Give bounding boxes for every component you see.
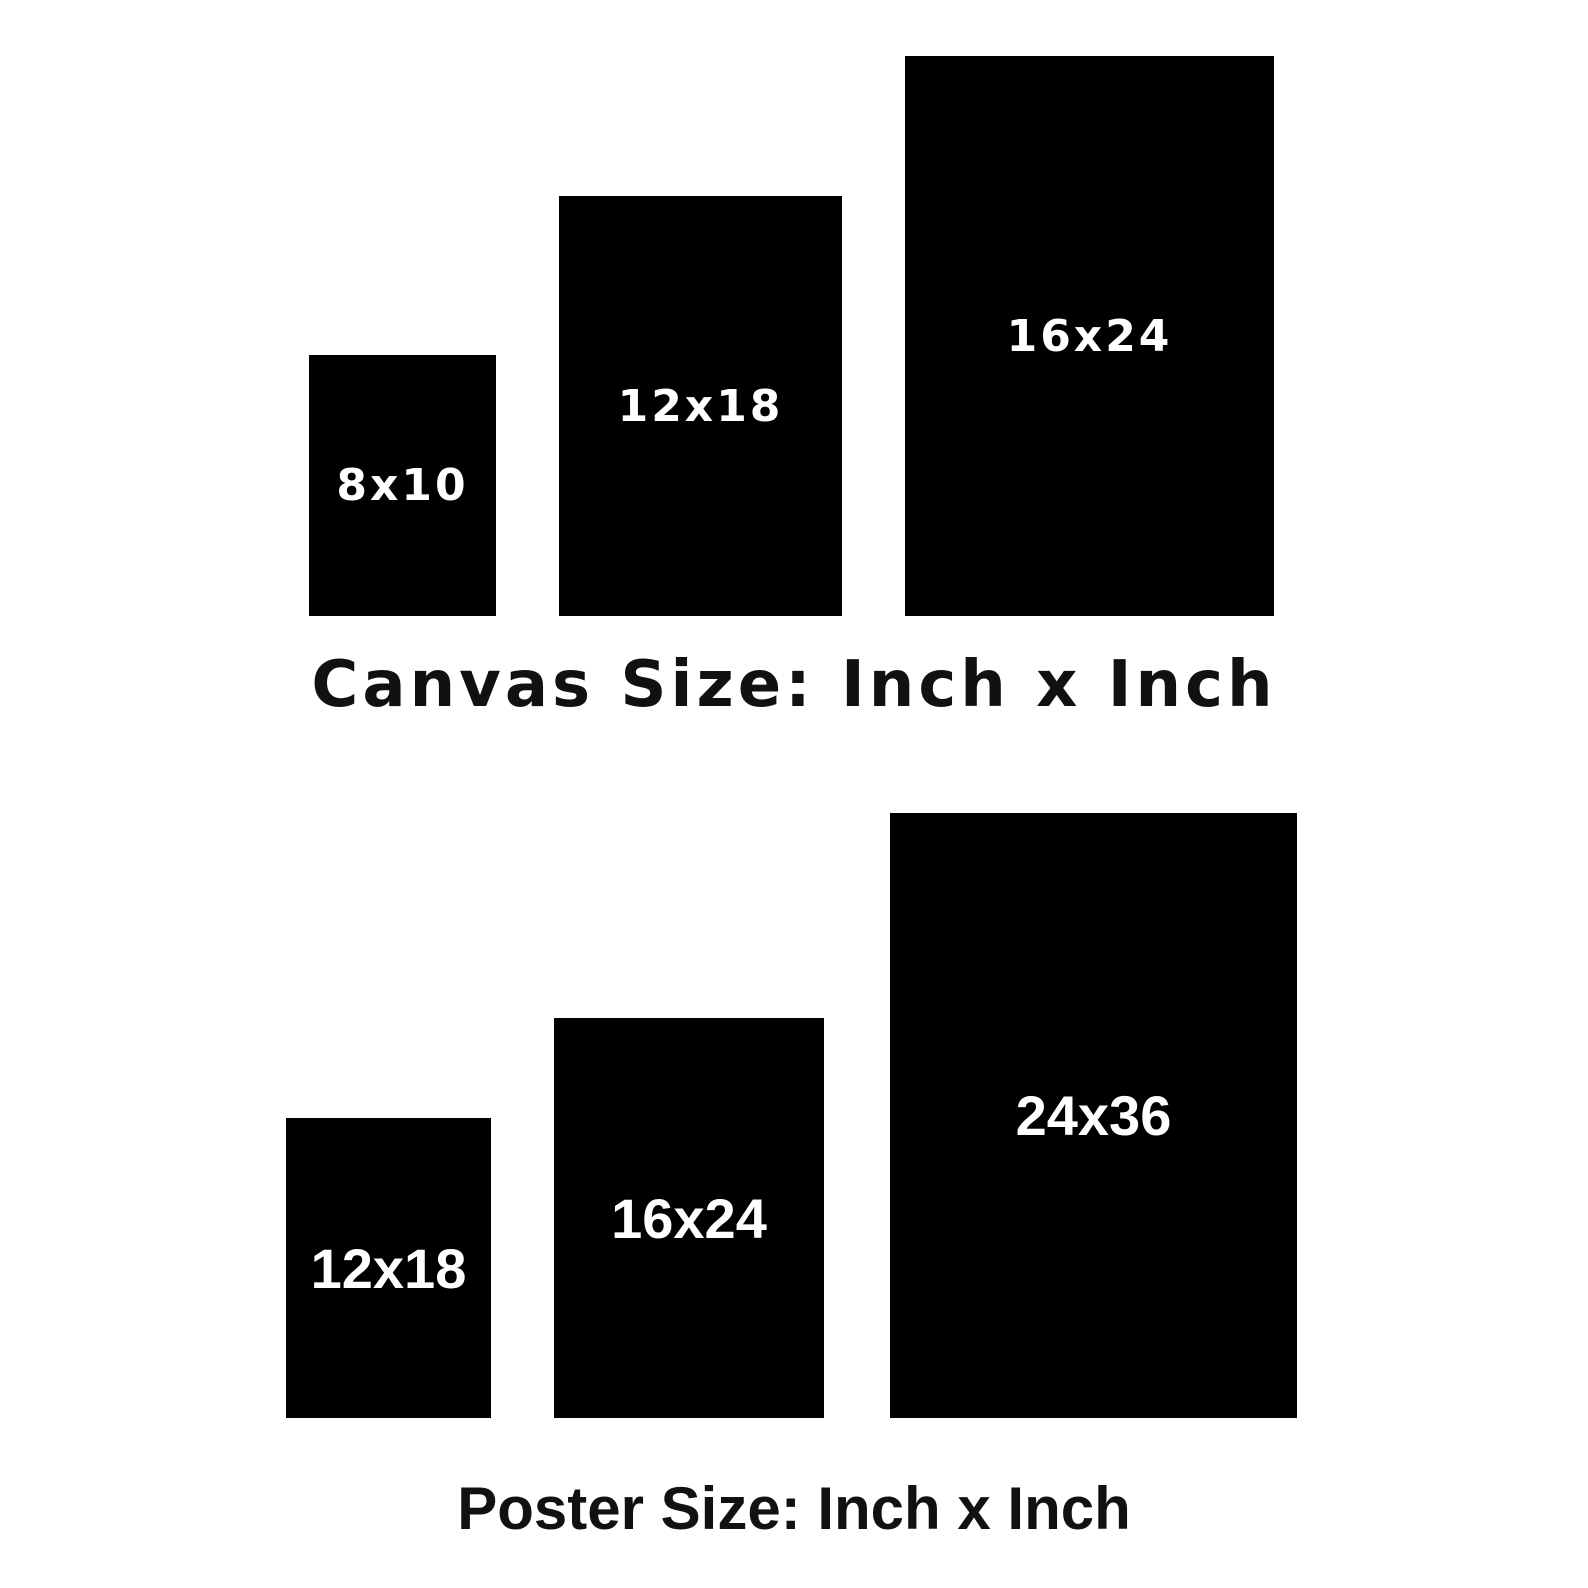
canvas-size-label: 8x10 xyxy=(336,460,469,511)
poster-size-box-16x24: 16x24 xyxy=(554,1018,824,1418)
poster-size-caption: Poster Size: Inch x Inch xyxy=(457,1475,1131,1542)
poster-size-box-12x18: 12x18 xyxy=(286,1118,491,1418)
canvas-size-box-12x18: 12x18 xyxy=(559,196,842,616)
canvas-size-label: 12x18 xyxy=(617,380,784,432)
poster-size-label: 12x18 xyxy=(310,1236,467,1300)
canvas-size-box-16x24: 16x24 xyxy=(905,56,1274,616)
canvas-size-label: 16x24 xyxy=(1006,310,1173,362)
canvas-size-box-8x10: 8x10 xyxy=(309,355,496,616)
canvas-size-caption: Canvas Size: Inch x Inch xyxy=(311,648,1277,722)
poster-size-box-24x36: 24x36 xyxy=(890,813,1297,1418)
poster-size-label: 24x36 xyxy=(1015,1084,1172,1147)
poster-size-label: 16x24 xyxy=(611,1186,767,1250)
